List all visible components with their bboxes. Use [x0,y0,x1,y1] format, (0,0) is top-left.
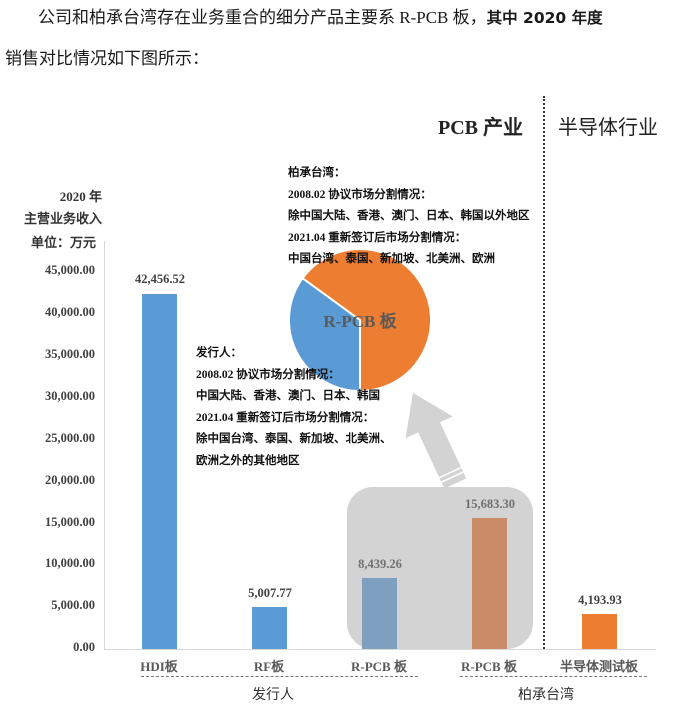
note-issuer-line-5: 欧洲之外的其他地区 [196,454,300,467]
pie-label: R-PCB 板 [323,312,397,331]
y-tick: 40,000.00 [45,305,95,319]
pie-slice-issuer [288,276,361,393]
bar-rpcb-bocheng [472,518,507,649]
intro-line-1: 公司和柏承台湾存在业务重合的细分产品主要系 R-PCB 板，其中 2020 年度 [38,7,603,29]
note-issuer: 发行人： 2008.02 协议市场分割情况： 中国大陆、香港、澳门、日本、韩国 … [196,343,392,472]
category-label-semiconductor: 半导体测试板 [559,659,638,674]
pie-slice-bocheng [301,248,432,393]
axis-unit: 单位：万元 [30,235,96,250]
note-bocheng-line-1: 2008.02 协议市场分割情况： [288,188,432,201]
group-underline-issuer [141,676,418,677]
axis-title-metric: 主营业务收入 [23,211,102,226]
bar-hdi [142,294,177,649]
y-tick: 30,000.00 [45,389,95,403]
y-tick: 10,000.00 [45,556,95,570]
intro-line-2: 销售对比情况如下图所示： [5,49,209,68]
bar-rpcb-issuer [362,578,397,649]
value-label-rf: 5,007.77 [248,586,292,600]
y-axis-line [104,241,105,649]
y-tick: 15,000.00 [45,515,95,529]
category-label-rf: RF板 [253,659,285,674]
note-issuer-title: 发行人： [196,347,242,359]
section-semiconductor-industry: 半导体行业 [558,117,658,139]
note-bocheng-title: 柏承台湾： [288,167,346,179]
note-bocheng-line-3: 2021.04 重新签订后市场分割情况： [288,231,467,244]
axis-title-year: 2020 年 [59,189,102,204]
group-underline-bocheng [460,676,647,677]
x-axis-line [104,649,656,650]
y-tick: 5,000.00 [51,598,95,612]
y-tick: 25,000.00 [45,431,95,445]
value-label-hdi: 42,456.52 [135,272,185,286]
value-label-rpcb-bocheng: 15,683.30 [465,497,515,511]
note-issuer-line-1: 2008.02 协议市场分割情况： [196,368,340,381]
rpcb-share-pie [288,248,432,393]
note-bocheng-line-4: 中国台湾、泰国、新加坡、北美洲、欧洲 [288,253,495,265]
category-label-rpcb-issuer: R-PCB 板 [351,659,407,674]
category-label-hdi: HDI板 [140,659,178,674]
note-issuer-line-3: 2021.04 重新签订后市场分割情况： [196,411,375,424]
group-label-issuer: 发行人 [252,688,294,703]
value-label-rpcb-issuer: 8,439.26 [358,557,402,571]
y-tick: 35,000.00 [45,347,95,361]
arrow-up-icon [405,392,467,489]
group-label-bocheng: 柏承台湾 [518,688,574,703]
intro-bold-text: 其中 2020 年度 [486,9,603,27]
note-issuer-line-4: 除中国台湾、泰国、新加坡、北美洲、 [196,433,392,445]
intro-text: 公司和柏承台湾存在业务重合的细分产品主要系 R-PCB 板， [38,8,487,27]
y-tick: 45,000.00 [45,263,95,277]
note-bocheng-line-2: 除中国大陆、香港、澳门、日本、韩国以外地区 [288,210,530,222]
y-tick: 20,000.00 [45,473,95,487]
note-bocheng: 柏承台湾： 2008.02 协议市场分割情况： 除中国大陆、香港、澳门、日本、韩… [288,163,530,271]
value-label-semiconductor: 4,193.93 [578,593,622,607]
category-label-rpcb-bocheng: R-PCB 板 [461,659,517,674]
bar-rf [252,607,287,649]
note-issuer-line-2: 中国大陆、香港、澳门、日本、韩国 [196,390,380,402]
section-divider [543,96,545,649]
y-tick: 0.00 [73,640,95,654]
bar-semiconductor-test [582,614,617,649]
section-pcb-industry: PCB 产业 [438,117,523,139]
